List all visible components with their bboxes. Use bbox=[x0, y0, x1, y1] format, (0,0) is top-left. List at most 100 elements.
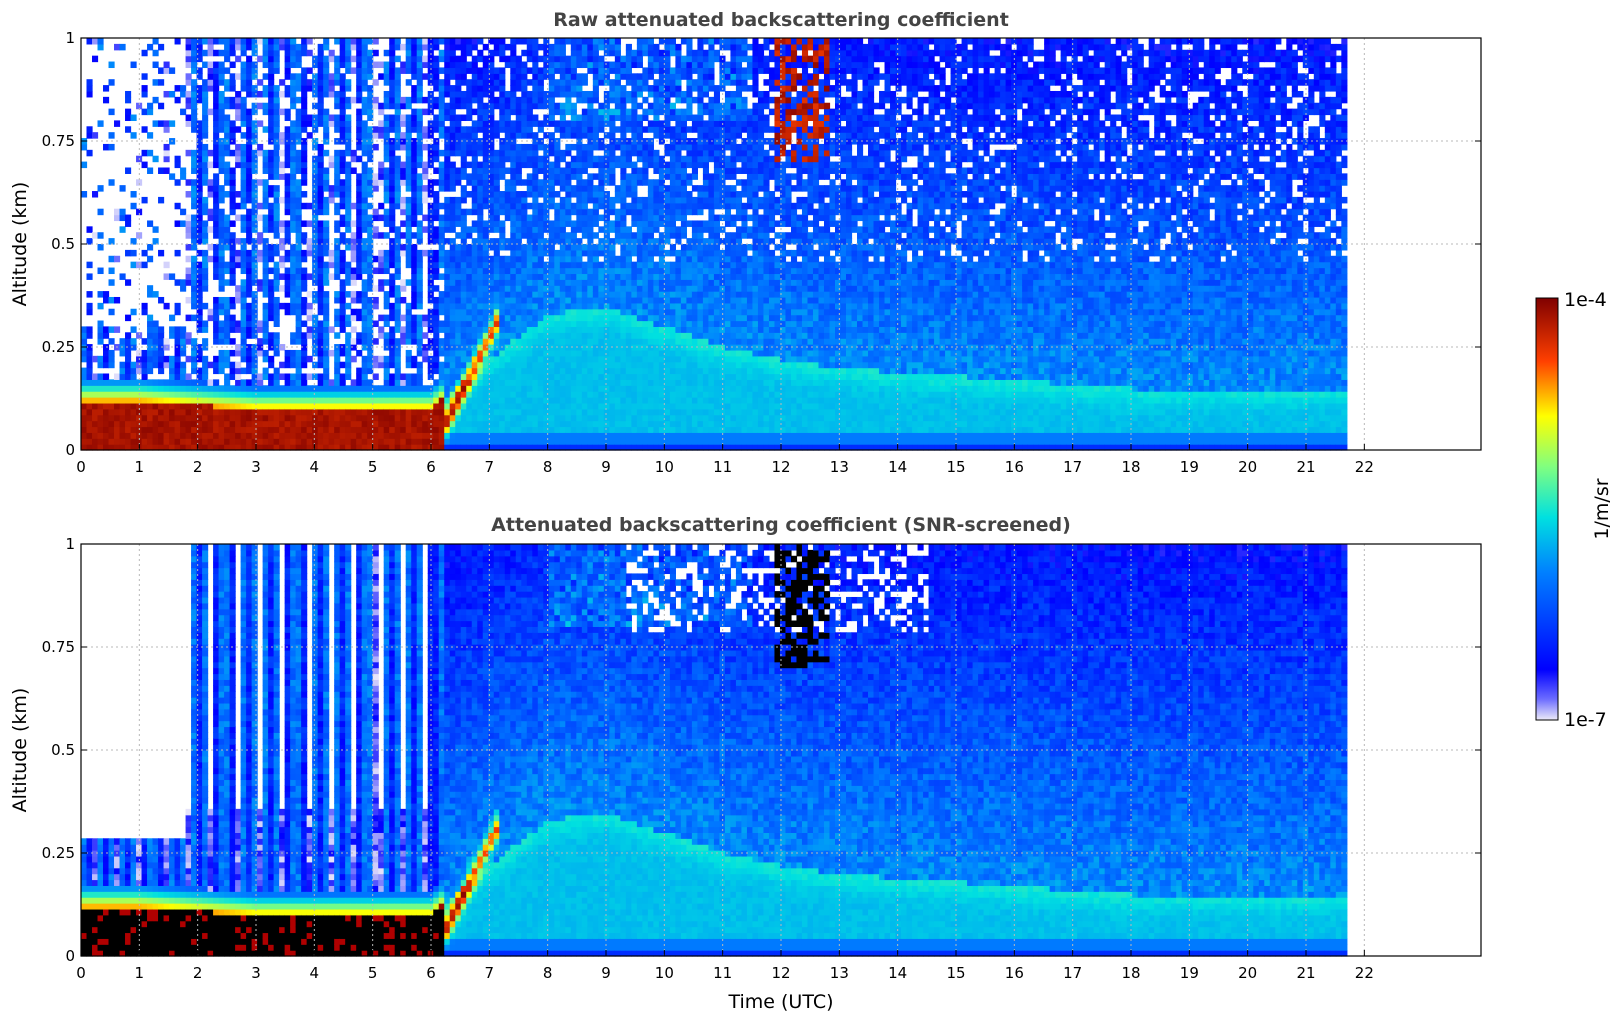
heatmap-cell bbox=[372, 432, 379, 439]
heatmap-cell bbox=[466, 402, 473, 410]
heatmap-cell bbox=[477, 391, 484, 398]
heatmap-cell bbox=[609, 438, 616, 445]
heatmap-cell bbox=[510, 338, 517, 345]
heatmap-cell bbox=[570, 114, 577, 121]
heatmap-cell bbox=[609, 226, 616, 233]
heatmap-cell bbox=[108, 379, 115, 386]
heatmap-cell bbox=[455, 302, 462, 310]
heatmap-cell bbox=[444, 55, 451, 63]
heatmap-cell bbox=[515, 67, 522, 74]
heatmap-cell bbox=[389, 426, 396, 433]
heatmap-cell bbox=[449, 326, 456, 333]
heatmap-cell bbox=[411, 114, 418, 121]
heatmap-cell bbox=[328, 420, 335, 428]
heatmap-cell bbox=[559, 43, 566, 51]
heatmap-cell bbox=[581, 261, 588, 269]
heatmap-cell bbox=[394, 273, 401, 280]
heatmap-cell bbox=[185, 102, 192, 110]
heatmap-cell bbox=[158, 167, 165, 174]
heatmap-cell bbox=[345, 267, 352, 275]
heatmap-cell bbox=[251, 73, 258, 80]
heatmap-cell bbox=[290, 273, 297, 280]
heatmap-cell bbox=[537, 308, 544, 316]
heatmap-cell bbox=[312, 85, 319, 92]
heatmap-cell bbox=[334, 67, 341, 74]
heatmap-cell bbox=[158, 349, 165, 357]
heatmap-cell bbox=[488, 79, 495, 86]
heatmap-cell bbox=[224, 320, 231, 327]
heatmap-cell bbox=[576, 291, 583, 298]
heatmap-cell bbox=[493, 314, 500, 322]
heatmap-cell bbox=[119, 185, 126, 192]
heatmap-cell bbox=[405, 326, 412, 333]
heatmap-cell bbox=[367, 414, 374, 422]
heatmap-cell bbox=[537, 143, 544, 151]
heatmap-cell bbox=[224, 414, 231, 422]
heatmap-cell bbox=[598, 444, 605, 451]
heatmap-cell bbox=[526, 291, 533, 298]
heatmap-cell bbox=[268, 438, 275, 445]
heatmap-cell bbox=[92, 414, 99, 422]
heatmap-cell bbox=[125, 214, 132, 222]
heatmap-cell bbox=[411, 408, 418, 416]
heatmap-cell bbox=[350, 244, 357, 251]
heatmap-cell bbox=[284, 420, 291, 428]
heatmap-cell bbox=[383, 408, 390, 416]
heatmap-cell bbox=[438, 179, 445, 186]
heatmap-cell bbox=[543, 238, 550, 245]
heatmap-cell bbox=[268, 120, 275, 127]
heatmap-cell bbox=[400, 338, 407, 345]
heatmap-cell bbox=[268, 185, 275, 192]
heatmap-cell bbox=[537, 214, 544, 222]
heatmap-cell bbox=[510, 214, 517, 222]
heatmap-cell bbox=[499, 85, 506, 92]
heatmap-cell bbox=[504, 90, 511, 98]
heatmap-cell bbox=[411, 414, 418, 422]
heatmap-cell bbox=[328, 391, 335, 398]
heatmap-cell bbox=[174, 279, 181, 286]
heatmap-cell bbox=[185, 114, 192, 121]
heatmap-cell bbox=[581, 226, 588, 233]
heatmap-cell bbox=[460, 308, 467, 316]
heatmap-cell bbox=[86, 444, 93, 451]
heatmap-cell bbox=[323, 90, 330, 98]
heatmap-cell bbox=[493, 196, 500, 204]
heatmap-cell bbox=[559, 367, 566, 375]
heatmap-cell bbox=[416, 432, 423, 439]
heatmap-cell bbox=[86, 90, 93, 98]
heatmap-cell bbox=[554, 432, 561, 439]
heatmap-cell bbox=[323, 85, 330, 92]
heatmap-cell bbox=[603, 132, 610, 139]
heatmap-cell bbox=[554, 232, 561, 239]
heatmap-cell bbox=[411, 255, 418, 263]
heatmap-cell bbox=[218, 355, 225, 363]
heatmap-cell bbox=[510, 49, 517, 57]
heatmap-cell bbox=[455, 291, 462, 298]
heatmap-cell bbox=[603, 143, 610, 151]
heatmap-cell bbox=[284, 426, 291, 433]
heatmap-cell bbox=[152, 79, 159, 86]
heatmap-cell bbox=[400, 232, 407, 239]
heatmap-cell bbox=[455, 114, 462, 121]
heatmap-cell bbox=[603, 361, 610, 369]
heatmap-cell bbox=[163, 432, 170, 439]
heatmap-cell bbox=[471, 444, 478, 451]
heatmap-cell bbox=[598, 173, 605, 180]
heatmap-cell bbox=[565, 291, 572, 298]
heatmap-cell bbox=[350, 432, 357, 439]
heatmap-cell bbox=[394, 267, 401, 275]
heatmap-cell bbox=[312, 273, 319, 280]
heatmap-cell bbox=[240, 355, 247, 363]
heatmap-cell bbox=[609, 196, 616, 204]
heatmap-cell bbox=[537, 397, 544, 404]
heatmap-cell bbox=[213, 120, 220, 127]
heatmap-cell bbox=[493, 373, 500, 380]
heatmap-cell bbox=[471, 420, 478, 428]
heatmap-cell bbox=[290, 43, 297, 51]
heatmap-cell bbox=[592, 426, 599, 433]
heatmap-cell bbox=[213, 267, 220, 275]
heatmap-cell bbox=[554, 302, 561, 310]
heatmap-cell bbox=[471, 126, 478, 133]
heatmap-cell bbox=[532, 385, 539, 392]
heatmap-cell bbox=[218, 67, 225, 74]
